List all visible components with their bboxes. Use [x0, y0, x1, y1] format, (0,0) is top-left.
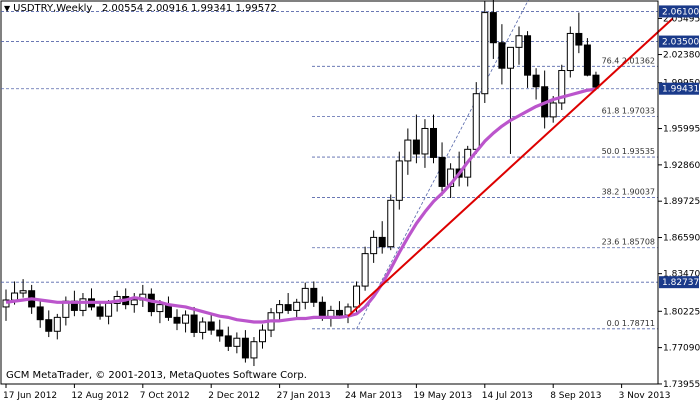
price-tag — [659, 82, 699, 95]
price-axis-label: 1.89725 — [663, 197, 700, 207]
candle-body — [11, 292, 19, 301]
price-axis-label: 1.95995 — [663, 125, 700, 135]
candle-body — [207, 321, 215, 331]
candle-body — [421, 127, 429, 155]
candle-body — [361, 253, 369, 287]
candle-body — [130, 299, 138, 306]
candle-body — [378, 236, 386, 248]
time-axis-label: 17 Jun 2012 — [3, 391, 57, 401]
time-axis-label: 8 Sep 2013 — [550, 391, 601, 401]
candle-body — [489, 12, 497, 44]
candle-body — [164, 304, 172, 318]
copyright-text: GCM MetaTrader, © 2001-2013, MetaQuotes … — [6, 370, 307, 381]
price-tag — [659, 35, 699, 48]
price-tag-label: 2.03500 — [662, 38, 699, 48]
candle-body — [481, 12, 489, 95]
candle-body — [430, 127, 437, 158]
candle-body — [293, 301, 301, 311]
time-axis-label: 19 May 2013 — [413, 391, 472, 401]
price-tag-label: 1.82737 — [662, 278, 699, 288]
time-axis-label: 14 Jul 2013 — [482, 391, 533, 401]
price-axis-label: 1.80225 — [663, 307, 700, 317]
candle-body — [105, 302, 113, 317]
price-axis-label: 1.77090 — [663, 344, 700, 354]
candle-body — [79, 298, 87, 311]
price-tag — [659, 5, 699, 18]
candle-body — [370, 236, 378, 255]
candle-body — [353, 285, 361, 308]
trendline[interactable] — [347, 17, 674, 317]
price-tag-label: 1.99431 — [662, 85, 699, 95]
candle-body — [224, 335, 232, 347]
candle-body — [566, 32, 574, 72]
candle-body — [404, 139, 412, 162]
price-axis-label: 2.02380 — [663, 51, 700, 61]
time-axis-label: 24 Mar 2013 — [345, 391, 402, 401]
candle-body — [310, 287, 318, 303]
fib-level-label: 0.0 1.78711 — [607, 319, 655, 328]
time-axis-label: 3 Nov 2013 — [619, 391, 671, 401]
candle-body — [575, 32, 583, 46]
moving-average-line — [5, 87, 597, 324]
candle-body — [276, 304, 284, 314]
time-axis-label: 7 Oct 2012 — [140, 391, 190, 401]
fib-level-label: 50.0 1.93535 — [602, 147, 655, 156]
candle-body — [19, 290, 27, 294]
candle-body — [45, 319, 53, 332]
candle-body — [412, 139, 420, 155]
candle-body — [506, 46, 514, 69]
chart-header: ▼ USDTRY,Weekly 2.00554 2.00916 1.99341 1… — [4, 3, 277, 14]
candle-body — [156, 304, 164, 313]
price-axis-label: 1.92860 — [663, 161, 700, 171]
candle-body — [532, 74, 540, 88]
candle-body — [53, 316, 61, 332]
price-axis-label: 1.83470 — [663, 270, 700, 280]
candle-body — [549, 102, 557, 118]
candle-body — [515, 35, 523, 48]
candle-body — [259, 329, 266, 343]
candle-body — [199, 321, 207, 333]
price-axis-label: 1.73955 — [663, 380, 700, 390]
candle-body — [395, 160, 403, 201]
candle-body — [498, 42, 506, 69]
candle-body — [438, 156, 446, 187]
candle-body — [250, 341, 258, 359]
price-axis-label: 2.05495 — [663, 14, 700, 24]
candle-body — [301, 287, 309, 303]
candle-body — [284, 304, 292, 311]
price-tag — [659, 276, 699, 289]
fib-level-label: 23.6 1.85708 — [602, 238, 655, 247]
time-axis-label: 2 Dec 2012 — [208, 391, 260, 401]
candle-body — [335, 309, 343, 316]
candle-body — [241, 337, 249, 359]
candle-body — [387, 199, 395, 248]
candle-body — [173, 316, 181, 324]
candle-body — [233, 337, 241, 347]
symbol-label: USDTRY,Weekly — [13, 3, 93, 14]
candle-body — [96, 306, 104, 317]
candle-body — [216, 329, 224, 337]
candle-body — [36, 306, 44, 321]
fib-level-label: 38.2 1.90037 — [602, 188, 655, 197]
candle-body — [558, 70, 566, 104]
ohlc-values: 2.00554 2.00916 1.99341 1.99572 — [101, 3, 277, 14]
triangle-down-icon: ▼ — [4, 4, 11, 13]
candle-body — [190, 314, 198, 333]
price-tag-label: 2.06100 — [662, 7, 699, 17]
candle-body — [592, 74, 600, 88]
candle-body — [472, 93, 480, 150]
candle-body — [318, 301, 326, 318]
candle-body — [182, 314, 190, 324]
fib-level-label: 61.8 1.97033 — [602, 107, 655, 116]
price-axis-label: 1.86590 — [663, 234, 700, 244]
time-axis-label: 12 Aug 2012 — [71, 391, 129, 401]
fib-level-label: 76.4 2.01362 — [602, 56, 655, 65]
candle-body — [583, 44, 591, 76]
plot-area — [0, 0, 659, 385]
time-axis-label: 27 Jan 2013 — [277, 391, 331, 401]
candle-body — [524, 35, 532, 76]
